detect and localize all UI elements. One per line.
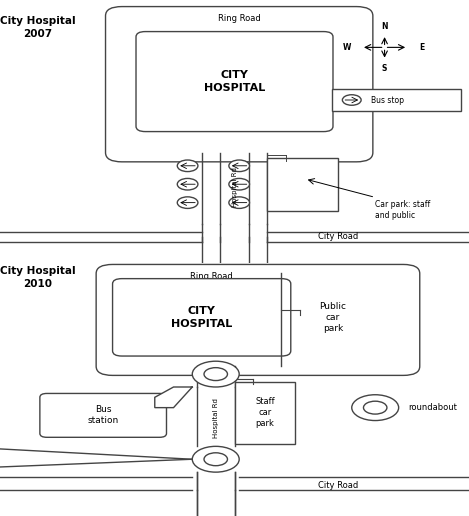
Circle shape xyxy=(229,179,250,190)
Text: Hospital Rd: Hospital Rd xyxy=(213,398,219,438)
Circle shape xyxy=(204,367,227,381)
Polygon shape xyxy=(155,387,192,408)
Text: Bus stop: Bus stop xyxy=(371,95,403,105)
Text: roundabout: roundabout xyxy=(408,403,457,412)
Text: N: N xyxy=(381,22,388,31)
Text: Ring Road: Ring Road xyxy=(218,14,261,23)
Polygon shape xyxy=(267,158,338,211)
FancyBboxPatch shape xyxy=(106,7,373,162)
Circle shape xyxy=(229,197,250,208)
Circle shape xyxy=(352,395,399,421)
Text: Ring Road: Ring Road xyxy=(189,271,233,281)
Circle shape xyxy=(204,453,227,465)
FancyBboxPatch shape xyxy=(136,31,333,132)
Text: City Road: City Road xyxy=(318,232,358,241)
Text: City Road: City Road xyxy=(318,480,358,490)
Circle shape xyxy=(363,401,387,414)
Circle shape xyxy=(177,179,198,190)
Polygon shape xyxy=(234,382,295,444)
Circle shape xyxy=(177,197,198,208)
Circle shape xyxy=(192,446,239,472)
Text: E: E xyxy=(419,43,425,52)
Text: S: S xyxy=(382,64,387,73)
Circle shape xyxy=(192,361,239,387)
FancyBboxPatch shape xyxy=(113,279,291,356)
Circle shape xyxy=(342,95,361,105)
Text: Hospital Rd: Hospital Rd xyxy=(232,167,237,207)
FancyBboxPatch shape xyxy=(96,264,420,376)
Text: City Hospital
2007: City Hospital 2007 xyxy=(0,16,76,39)
Circle shape xyxy=(177,160,198,172)
FancyBboxPatch shape xyxy=(332,89,461,111)
Text: Bus
station: Bus station xyxy=(88,406,119,425)
Text: CITY
HOSPITAL: CITY HOSPITAL xyxy=(204,70,265,93)
Text: City Hospital
2010: City Hospital 2010 xyxy=(0,266,76,289)
Text: Public
car
park: Public car park xyxy=(319,302,347,333)
FancyBboxPatch shape xyxy=(40,393,166,438)
Circle shape xyxy=(229,160,250,172)
Text: Car park: staff
and public: Car park: staff and public xyxy=(375,200,431,220)
Text: CITY
HOSPITAL: CITY HOSPITAL xyxy=(171,306,232,329)
Text: Staff
car
park: Staff car park xyxy=(255,397,275,428)
Text: W: W xyxy=(343,43,351,52)
